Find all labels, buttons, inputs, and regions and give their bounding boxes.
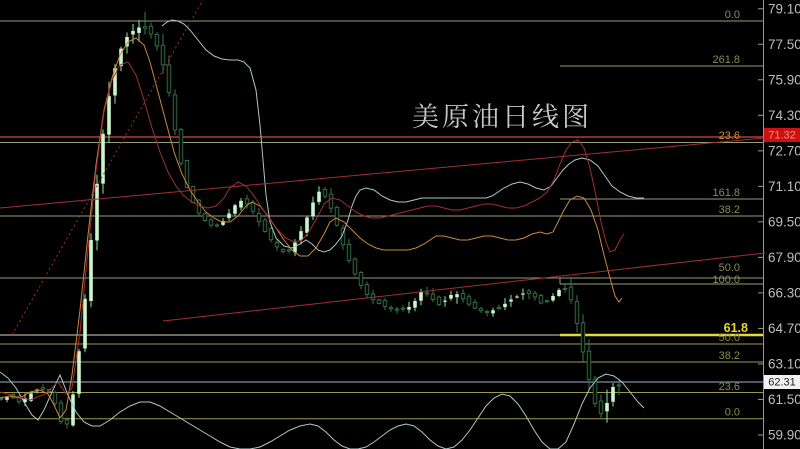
svg-text:100.0: 100.0 (712, 274, 740, 286)
svg-text:0.0: 0.0 (725, 9, 740, 21)
svg-text:71.32: 71.32 (768, 130, 796, 142)
svg-text:0.0: 0.0 (725, 407, 740, 419)
svg-text:66.30: 66.30 (768, 286, 800, 301)
svg-text:67.90: 67.90 (768, 250, 800, 265)
svg-text:50.0: 50.0 (719, 332, 740, 344)
svg-text:74.30: 74.30 (768, 108, 800, 123)
svg-text:23.6: 23.6 (719, 381, 740, 393)
svg-text:59.90: 59.90 (768, 428, 800, 443)
svg-text:38.2: 38.2 (719, 204, 740, 216)
svg-text:63.10: 63.10 (768, 357, 800, 372)
svg-text:69.50: 69.50 (768, 215, 800, 230)
svg-text:72.70: 72.70 (768, 144, 800, 159)
svg-text:50.0: 50.0 (719, 262, 740, 274)
svg-text:79.10: 79.10 (768, 2, 800, 17)
svg-text:71.10: 71.10 (768, 179, 800, 194)
svg-text:38.2: 38.2 (719, 350, 740, 362)
svg-text:61.50: 61.50 (768, 392, 800, 407)
svg-text:75.90: 75.90 (768, 73, 800, 88)
svg-text:62.31: 62.31 (768, 377, 796, 389)
svg-text:261.8: 261.8 (712, 54, 740, 66)
svg-text:77.50: 77.50 (768, 37, 800, 52)
svg-text:161.8: 161.8 (712, 187, 740, 199)
svg-text:64.70: 64.70 (768, 321, 800, 336)
